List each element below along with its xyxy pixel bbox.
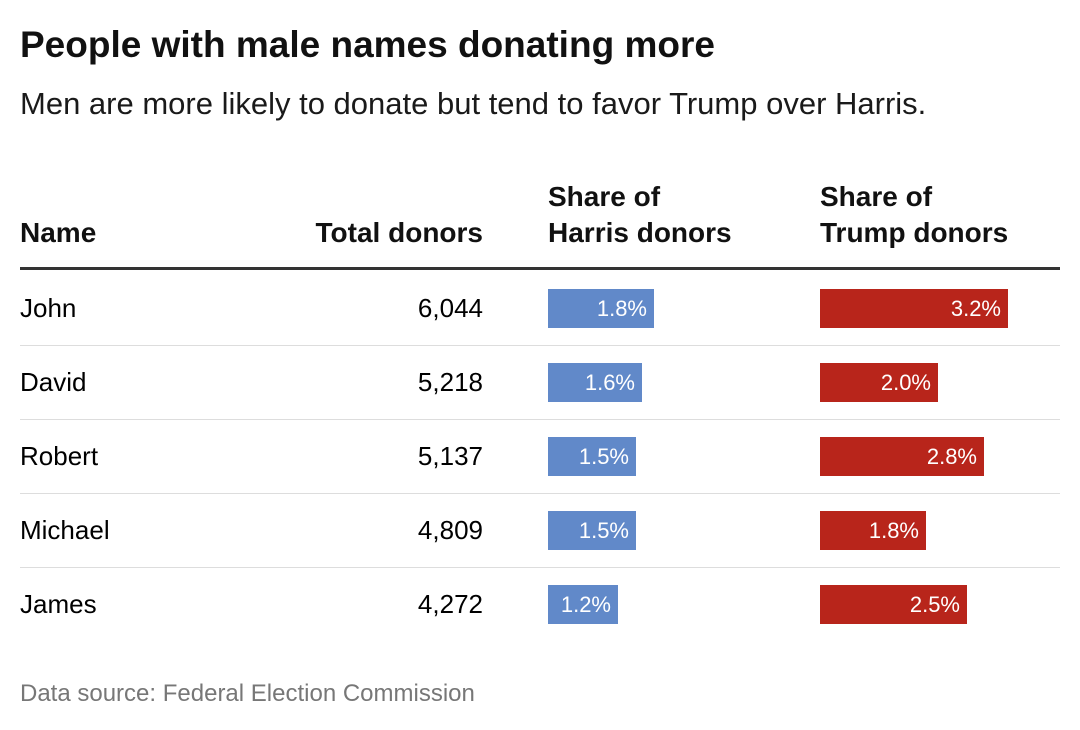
row-total-donors: 5,218: [417, 367, 483, 397]
trump-share-bar: 2.8%: [820, 437, 984, 476]
header-harris-line1: Share of: [548, 181, 661, 212]
header-name: Name: [20, 217, 97, 248]
data-source-note: Data source: Federal Election Commission: [20, 680, 475, 707]
row-name: Michael: [20, 515, 110, 545]
table-row: David 5,218 1.6% 2.0%: [20, 345, 1060, 420]
harris-share-bar: 1.5%: [548, 511, 636, 550]
harris-share-bar: 1.8%: [548, 289, 654, 328]
table-row: Michael 4,809 1.5% 1.8%: [20, 493, 1060, 568]
harris-share-bar: 1.6%: [548, 363, 642, 402]
row-total-donors: 4,809: [417, 515, 483, 545]
trump-share-bar: 2.0%: [820, 363, 938, 402]
header-harris-line2: Harris donors: [548, 217, 732, 248]
row-name: David: [20, 367, 87, 397]
row-total-donors: 4,272: [417, 589, 483, 619]
header-total-donors: Total donors: [315, 217, 483, 248]
table-row: John 6,044 1.8% 3.2%: [20, 271, 1060, 346]
header-trump-line1: Share of: [820, 181, 933, 212]
header-divider: [20, 267, 1060, 270]
row-name: Robert: [20, 441, 99, 471]
table-row: James 4,272 1.2% 2.5%: [20, 567, 1060, 641]
row-total-donors: 5,137: [417, 441, 483, 471]
chart-title: People with male names donating more: [20, 24, 715, 65]
row-name: John: [20, 293, 77, 323]
trump-share-bar: 1.8%: [820, 511, 926, 550]
row-total-donors: 6,044: [417, 293, 483, 323]
table-row: Robert 5,137 1.5% 2.8%: [20, 419, 1060, 494]
row-name: James: [20, 589, 97, 619]
chart-subtitle: Men are more likely to donate but tend t…: [20, 86, 927, 121]
header-harris-share: Share of Harris donors: [548, 179, 732, 251]
header-trump-share: Share of Trump donors: [820, 179, 1008, 251]
trump-share-bar: 2.5%: [820, 585, 967, 624]
harris-share-bar: 1.2%: [548, 585, 618, 624]
trump-share-bar: 3.2%: [820, 289, 1008, 328]
harris-share-bar: 1.5%: [548, 437, 636, 476]
header-trump-line2: Trump donors: [820, 217, 1009, 248]
